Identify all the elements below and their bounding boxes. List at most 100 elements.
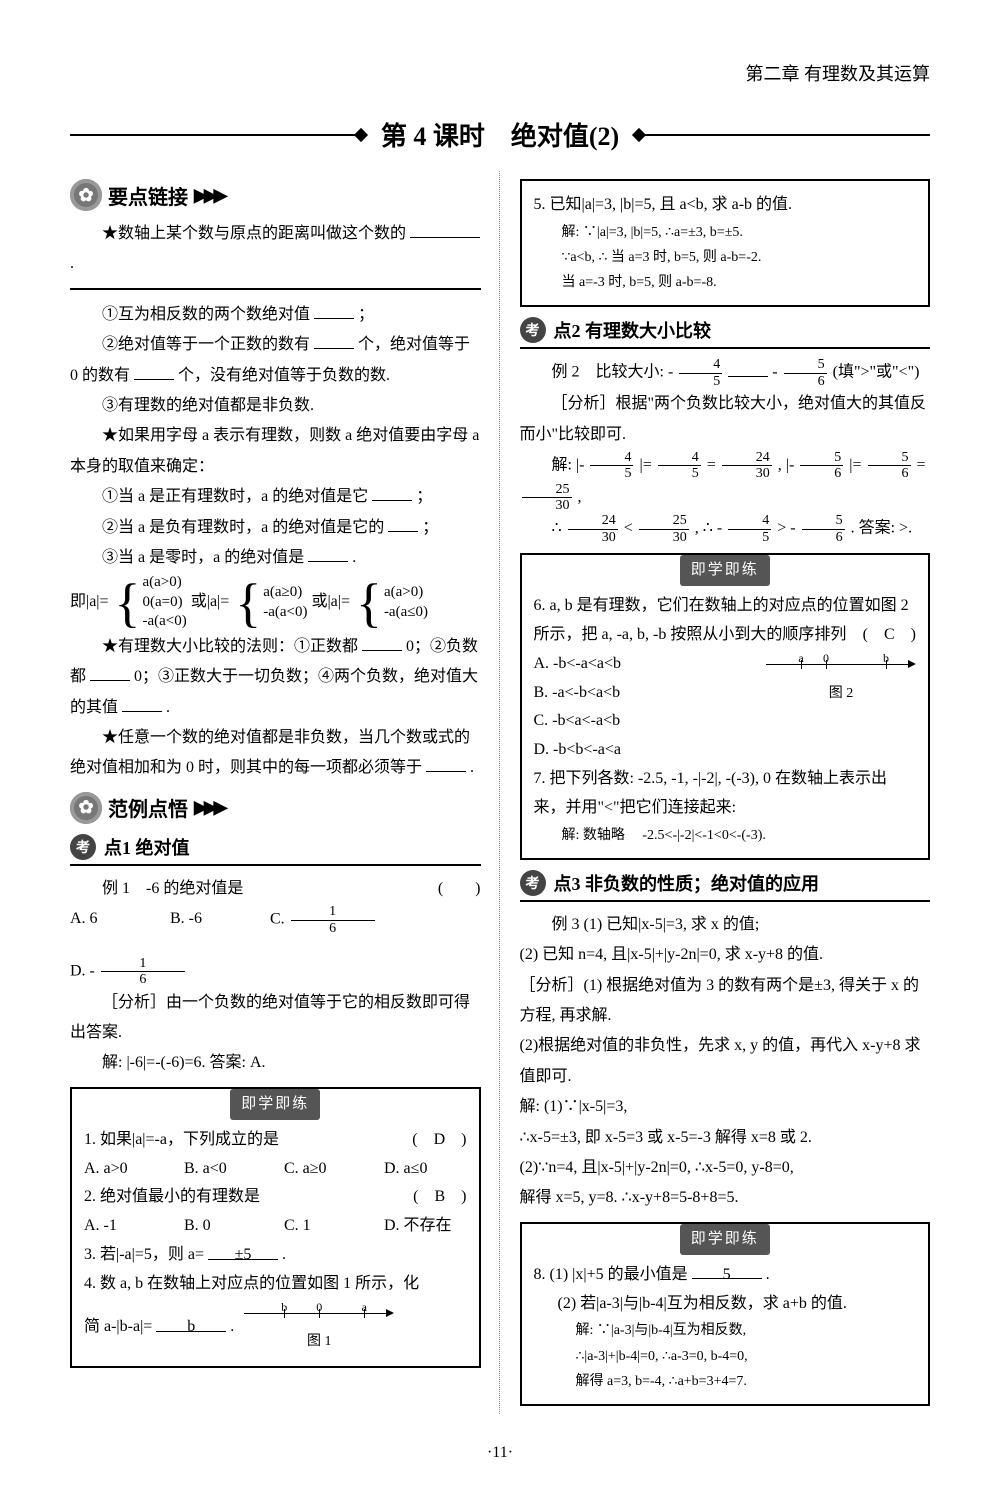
ex3-ana: ［分析］(1) 根据绝对值为 3 的数有两个是±3, 得关于 x 的方程, 再求… — [520, 971, 931, 1032]
fig2-0: 0 — [823, 648, 829, 670]
ex3-s4: 解得 x=5, y=8. ∴x-y+8=5-8+8=5. — [520, 1183, 931, 1213]
keypoints-heading: ✿ 要点链接 ▶▶▶ — [70, 179, 481, 211]
prac-q2: 2. 绝对值最小的有理数是 ( B ) — [84, 1183, 467, 1212]
p5-s3: 当 a=-3 时, b=5, 则 a-b=-8. — [534, 270, 917, 295]
rule-1: ★有理数大小比较的法则：①正数都 0；②负数都 0；③正数大于一切负数；④两个负… — [70, 632, 481, 723]
e2s2-f2n: 5 — [802, 513, 845, 529]
ex2-ana: ［分析］根据"两个负数比较大小，绝对值大的其值反而小"比较即可. — [520, 389, 931, 450]
rule-right — [639, 134, 930, 136]
ex2-q: 例 2 比较大小: - 45 - 56 (填">"或"<") — [520, 357, 931, 389]
e2s-comma: , |- — [778, 456, 795, 473]
examples-heading: ✿ 范例点悟 ▶▶▶ — [70, 792, 481, 824]
piecewise-1: { a(a>0) 0(a=0) -a(a<0) — [113, 573, 187, 632]
chapter-breadcrumb: 第二章 有理数及其运算 — [70, 60, 930, 86]
topic-2-head: 考 点2 有理数大小比较 — [520, 317, 931, 349]
rule-left — [70, 134, 361, 136]
piecewise-3: { a(a>0) -a(a≤0) — [354, 576, 428, 630]
pw-pre: 即|a|= — [70, 593, 109, 610]
blank-2a — [314, 331, 354, 350]
ex1-D-d: 6 — [101, 972, 185, 987]
e2s-eq1: |= — [639, 456, 651, 473]
ex2-f1d: 5 — [679, 374, 722, 389]
kao-icon-1: 考 — [70, 834, 96, 860]
p5-s1: 解: ∵|a|=3, |b|=5, ∴a=±3, b=±5. — [534, 220, 917, 245]
ex1-opts: A. 6 B. -6 C. 16 D. - 16 — [70, 904, 481, 988]
q4-fill: b — [156, 1313, 226, 1332]
ex1-D: D. - 16 — [70, 956, 187, 988]
ex3-s3: (2)∵n=4, 且|x-5|+|y-2n|=0, ∴x-5=0, y-8=0, — [520, 1153, 931, 1183]
lesson-title: 第 4 课时 绝对值(2) — [381, 116, 619, 153]
q8b-s3: 解得 a=3, b=-4, ∴a+b=3+4=7. — [534, 1369, 917, 1394]
blank-intro — [410, 219, 480, 238]
q2-D: D. 不存在 — [384, 1212, 464, 1241]
q4-a: 4. 数 a, b 在数轴上对应点的位置如图 1 所示，化 — [84, 1275, 419, 1292]
page-number: ·11· — [70, 1444, 930, 1462]
e2s2-24d: 30 — [568, 530, 618, 545]
para2-c: 个，没有绝对值等于负数的数. — [178, 367, 390, 384]
blank-r1c — [122, 693, 162, 712]
q3-t: . — [282, 1246, 286, 1263]
e2s2-24n: 24 — [568, 513, 618, 529]
prac-q4-2: 简 a-|b-a|= b . b 0 a 图 1 — [84, 1299, 467, 1357]
ex2-f2n: 5 — [784, 357, 827, 373]
e2s2-a: ∴ — [552, 520, 566, 537]
ex2-f2d: 6 — [784, 374, 827, 389]
lesson-title-row: 第 4 课时 绝对值(2) — [70, 116, 930, 153]
para-6: ②当 a 是负有理数时，a 的绝对值是它的 ； — [70, 513, 481, 543]
e2s-f1d: 5 — [590, 466, 633, 481]
practice-tag-1: 即学即练 — [230, 1089, 320, 1120]
triangle-run-icon-2: ▶▶▶ — [194, 797, 224, 818]
kao-icon-3: 考 — [520, 870, 546, 896]
q2-paren: ( B ) — [413, 1183, 466, 1212]
q8b-s2: ∴|a-3|+|b-4|=0, ∴a-3=0, b-4=0, — [534, 1344, 917, 1369]
rule2b: . — [470, 759, 474, 776]
pw-or2: 或|a|= — [311, 593, 350, 610]
intro-span: ★数轴上某个数与原点的距离叫做这个数的 — [102, 225, 406, 242]
q6-paren: ( C ) — [863, 621, 916, 650]
pw3-1: -a(a≤0) — [384, 603, 428, 623]
practice-box-1: 即学即练 1. 如果|a|=-a，下列成立的是 ( D ) A. a>0 B. … — [70, 1087, 481, 1368]
fig1-a: a — [362, 1297, 367, 1319]
q6-A: A. -b<-a<a<b — [534, 650, 757, 679]
ex1-paren: ( ) — [406, 874, 481, 904]
para1-t: ； — [358, 306, 374, 323]
q3-fill: ±5 — [208, 1241, 278, 1260]
q8-fill: 5 — [692, 1261, 762, 1280]
q7-sol-pre: 解: 数轴略 — [562, 828, 639, 843]
practice-tag-2: 即学即练 — [680, 555, 770, 586]
keypoints-title: 要点链接 — [108, 181, 188, 210]
topic-3-head: 考 点3 非负数的性质；绝对值的应用 — [520, 870, 931, 902]
intro-text: ★数轴上某个数与原点的距离叫做这个数的 . — [70, 219, 481, 280]
ex2-blank — [728, 358, 768, 377]
practice-box-p5: 5. 已知|a|=3, |b|=5, 且 a<b, 求 a-b 的值. 解: ∵… — [520, 179, 931, 307]
e2s-f24d: 30 — [722, 466, 772, 481]
ex1-B: B. -6 — [170, 904, 250, 936]
pw2-1: -a(a<0) — [263, 603, 307, 623]
e2s2-ans: . 答案: >. — [851, 520, 912, 537]
e2s-f25n: 25 — [522, 482, 572, 498]
q1-opts: A. a>0 B. a<0 C. a≥0 D. a≤0 — [84, 1155, 467, 1184]
q1-paren: ( D ) — [412, 1126, 466, 1155]
ex2s-a: 解: |- — [552, 456, 585, 473]
gear-icon: ✿ — [70, 179, 102, 211]
p6: ②当 a 是负有理数时，a 的绝对值是它的 — [102, 519, 384, 536]
ex2-q-a: 例 2 比较大小: - — [552, 364, 674, 381]
piecewise-2: { a(a≥0) -a(a<0) — [233, 576, 307, 630]
e2s-f2d: 6 — [800, 466, 843, 481]
para2-a: ②绝对值等于一个正数的数有 — [102, 336, 310, 353]
pw1-2: -a(a<0) — [142, 612, 186, 632]
pw1-1: 0(a=0) — [142, 593, 186, 613]
pw2-0: a(a≥0) — [263, 583, 307, 603]
q1-B: B. a<0 — [184, 1155, 264, 1184]
q6-D: D. -b<b<-a<a — [534, 736, 757, 765]
ex2-f1n: 4 — [679, 357, 722, 373]
blank-2b — [134, 361, 174, 380]
rule1d: . — [166, 699, 170, 716]
prac-q3: 3. 若|-a|=5，则 a= ±5 . — [84, 1241, 467, 1270]
q2-opts: A. -1 B. 0 C. 1 D. 不存在 — [84, 1212, 467, 1241]
para-7: ③当 a 是零时，a 的绝对值是 . — [70, 543, 481, 573]
ex3-q2: (2) 已知 n=4, 且|x-5|+|y-2n|=0, 求 x-y+8 的值. — [520, 940, 931, 970]
q3-a: 3. 若|-a|=5，则 a= — [84, 1246, 204, 1263]
rule2a: ★任意一个数的绝对值都是非负数，当几个数或式的绝对值相加和为 0 时，则其中的每… — [70, 729, 470, 776]
p5-s2: ∵a<b, ∴ 当 a=3 时, b=5, 则 a-b=-2. — [534, 245, 917, 270]
